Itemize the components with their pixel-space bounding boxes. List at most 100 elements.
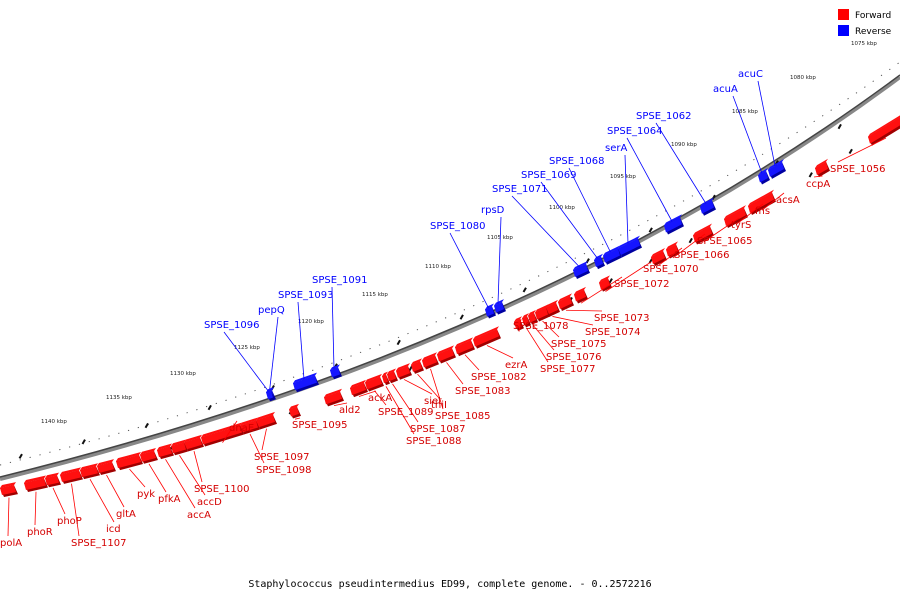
forward-gene-label: SPSE_1085 <box>435 411 491 422</box>
forward-gene-SPSE_1065 <box>666 241 680 259</box>
forward-gene-label: phoP <box>57 516 82 527</box>
reverse-gene-label: SPSE_1064 <box>607 126 663 137</box>
forward-gene-label: SPSE_1075 <box>551 339 607 350</box>
tick-label-1130: 1130 kbp <box>170 371 196 377</box>
reverse-gene-leader <box>540 181 598 259</box>
forward-gene-label: SPSE_1070 <box>643 264 699 275</box>
reverse-gene-leader <box>497 216 502 304</box>
forward-gene-SPSE_1085 <box>422 352 439 370</box>
tick-label-1120: 1120 kbp <box>298 319 324 325</box>
reverse-gene-leader <box>223 331 269 392</box>
forward-gene-label: SPSE_1082 <box>471 372 527 383</box>
forward-gene-pfkA <box>140 447 158 464</box>
tick-label-1115: 1115 kbp <box>362 292 388 298</box>
forward-gene-phoP <box>45 472 61 488</box>
forward-gene-ald2 <box>324 388 344 407</box>
forward-gene-SPSE_1082 <box>455 337 475 357</box>
reverse-gene-leader <box>269 316 279 392</box>
forward-gene-SPSE_1075 <box>535 304 550 322</box>
forward-gene-label: SPSE_1066 <box>674 250 730 261</box>
reverse-gene-acuA <box>758 168 770 185</box>
forward-gene-leader <box>532 325 555 351</box>
reverse-gene-label: SPSE_1091 <box>312 275 368 286</box>
forward-gene-dnaE <box>201 422 244 447</box>
legend-reverse-swatch <box>838 25 849 36</box>
forward-gene-leader <box>165 459 196 509</box>
forward-gene-label: pyk <box>137 489 155 500</box>
reverse-gene-SPSE_1080 <box>485 303 496 319</box>
forward-gene-label: thiI <box>431 400 447 411</box>
ring-tick <box>207 404 212 411</box>
forward-gene-leader <box>71 483 80 537</box>
legend-reverse-label: Reverse <box>855 27 892 37</box>
forward-gene-phoR <box>24 475 48 492</box>
tick-label-1135: 1135 kbp <box>106 395 132 401</box>
forward-gene-SPSE_1066 <box>651 247 667 267</box>
forward-gene-leader <box>7 497 10 537</box>
backbone-line <box>0 74 900 478</box>
forward-gene-label: SPSE_1100 <box>194 484 250 495</box>
forward-gene-icd <box>80 463 100 480</box>
forward-gene-label: SPSE_1083 <box>455 386 511 397</box>
reverse-gene-leader <box>568 167 611 253</box>
forward-gene-leader <box>735 203 764 225</box>
forward-gene-leader <box>446 362 464 385</box>
forward-gene-accA <box>157 443 174 460</box>
reverse-gene-acuC <box>768 159 786 179</box>
reverse-gene-SPSE_1071 <box>573 260 590 280</box>
tick-label-1100: 1100 kbp <box>549 205 575 211</box>
forward-gene-leader <box>464 354 480 371</box>
forward-gene-SPSE_1107 <box>60 467 83 484</box>
backbone-shadow <box>0 75 900 481</box>
reverse-gene-leader <box>297 301 305 380</box>
forward-gene-leader <box>403 379 433 395</box>
forward-gene-SPSE_1056 <box>868 115 900 146</box>
forward-gene-leader <box>486 345 514 359</box>
forward-gene-label: SPSE_1087 <box>410 424 466 435</box>
forward-gene-leader <box>658 247 683 266</box>
forward-gene-label: SPSE_1089 <box>378 407 434 418</box>
forward-gene-leader <box>193 451 203 483</box>
forward-gene-label: SPSE_1074 <box>585 327 641 338</box>
reverse-gene-leader <box>449 232 489 309</box>
backbone-tick <box>848 148 853 155</box>
forward-gene-label: pfkA <box>158 494 181 505</box>
ring-tick <box>81 439 86 445</box>
forward-gene-label: gltA <box>116 509 136 520</box>
forward-gene-label: polA <box>0 538 22 549</box>
forward-gene-SPSE_1078 <box>514 316 524 331</box>
reverse-gene-leader <box>732 95 763 174</box>
ring-tick <box>522 287 527 293</box>
legend-forward-label: Forward <box>855 11 891 21</box>
forward-gene-SPSE_1087 <box>387 368 398 384</box>
forward-gene-leader <box>358 390 377 397</box>
forward-gene-label: icd <box>106 524 121 535</box>
reverse-gene-label: SPSE_1071 <box>492 184 548 195</box>
forward-gene-leader <box>34 491 37 526</box>
reverse-gene-label: SPSE_1093 <box>278 290 334 301</box>
reverse-gene-leader <box>757 80 776 167</box>
reverse-gene-rpsD <box>494 299 506 315</box>
forward-gene-SPSE_1100 <box>184 434 204 452</box>
forward-gene-leader <box>605 261 652 292</box>
ring-tick <box>837 123 842 130</box>
forward-gene-label: SPSE_1072 <box>614 279 670 290</box>
forward-gene-label: SPSE_1077 <box>540 364 596 375</box>
forward-gene-leader <box>148 463 167 493</box>
ring-tick <box>396 339 401 346</box>
reverse-gene-label: SPSE_1069 <box>521 170 577 181</box>
forward-gene-label: SPSE_1088 <box>406 436 462 447</box>
tick-labels: 1075 kbp 1080 kbp 1085 kbp 1090 kbp 1095… <box>41 41 877 425</box>
forward-gene-leader <box>580 276 623 304</box>
forward-gene-leader <box>129 468 146 488</box>
forward-gene-SPSE_1083 <box>437 345 456 364</box>
reverse-gene-label: acuA <box>713 84 738 95</box>
forward-gene-ezrA <box>473 326 501 349</box>
tick-label-1140: 1140 kbp <box>41 419 67 425</box>
forward-gene-SPSE_1073 <box>558 293 574 311</box>
forward-gene-leader <box>430 368 444 410</box>
tick-label-1075: 1075 kbp <box>851 41 877 47</box>
forward-gene-label: SPSE_1065 <box>697 236 753 247</box>
